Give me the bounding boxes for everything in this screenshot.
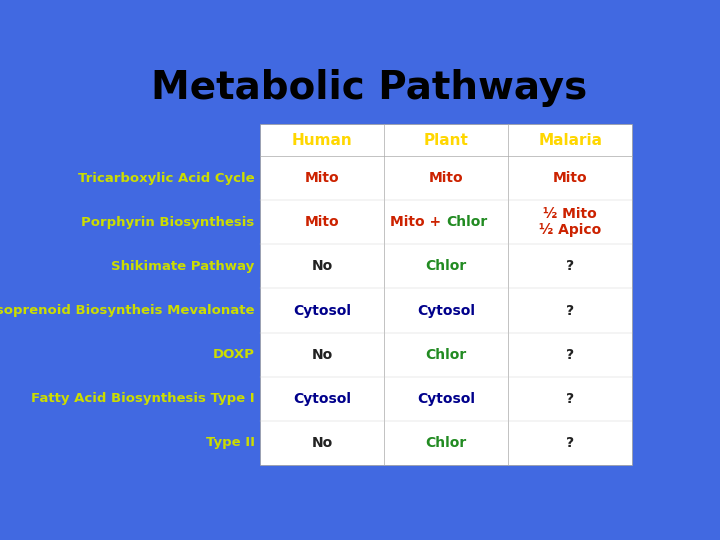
Text: Mito: Mito — [305, 215, 340, 230]
Text: No: No — [312, 259, 333, 273]
Text: Malaria: Malaria — [539, 132, 603, 147]
Text: ½ Mito
½ Apico: ½ Mito ½ Apico — [539, 207, 601, 238]
Text: Chlor: Chlor — [446, 215, 487, 230]
Text: Chlor: Chlor — [426, 348, 467, 362]
Text: Cytosol: Cytosol — [293, 392, 351, 406]
Text: DOXP: DOXP — [212, 348, 255, 361]
Text: ?: ? — [567, 348, 575, 362]
Text: Cytosol: Cytosol — [418, 303, 475, 318]
Text: No: No — [312, 348, 333, 362]
Text: ?: ? — [567, 259, 575, 273]
Text: ?: ? — [567, 303, 575, 318]
Text: Mito: Mito — [553, 171, 588, 185]
Text: No: No — [312, 436, 333, 450]
Text: Tricarboxylic Acid Cycle: Tricarboxylic Acid Cycle — [78, 172, 255, 185]
Text: Mito +: Mito + — [390, 215, 446, 230]
Text: Mito: Mito — [429, 171, 464, 185]
Text: Isoprenoid Biosyntheis Mevalonate: Isoprenoid Biosyntheis Mevalonate — [0, 304, 255, 317]
Text: ?: ? — [567, 436, 575, 450]
Text: ?: ? — [567, 392, 575, 406]
FancyBboxPatch shape — [260, 124, 632, 465]
Text: Porphyrin Biosynthesis: Porphyrin Biosynthesis — [81, 216, 255, 229]
Text: Plant: Plant — [424, 132, 469, 147]
Text: Human: Human — [292, 132, 353, 147]
Text: Cytosol: Cytosol — [293, 303, 351, 318]
Text: Cytosol: Cytosol — [418, 392, 475, 406]
Text: Shikimate Pathway: Shikimate Pathway — [112, 260, 255, 273]
Text: Metabolic Pathways: Metabolic Pathways — [151, 69, 587, 107]
Text: Type II: Type II — [206, 436, 255, 449]
Text: Mito: Mito — [305, 171, 340, 185]
Text: Fatty Acid Biosynthesis Type I: Fatty Acid Biosynthesis Type I — [31, 392, 255, 405]
Text: Chlor: Chlor — [426, 259, 467, 273]
Text: Chlor: Chlor — [426, 436, 467, 450]
